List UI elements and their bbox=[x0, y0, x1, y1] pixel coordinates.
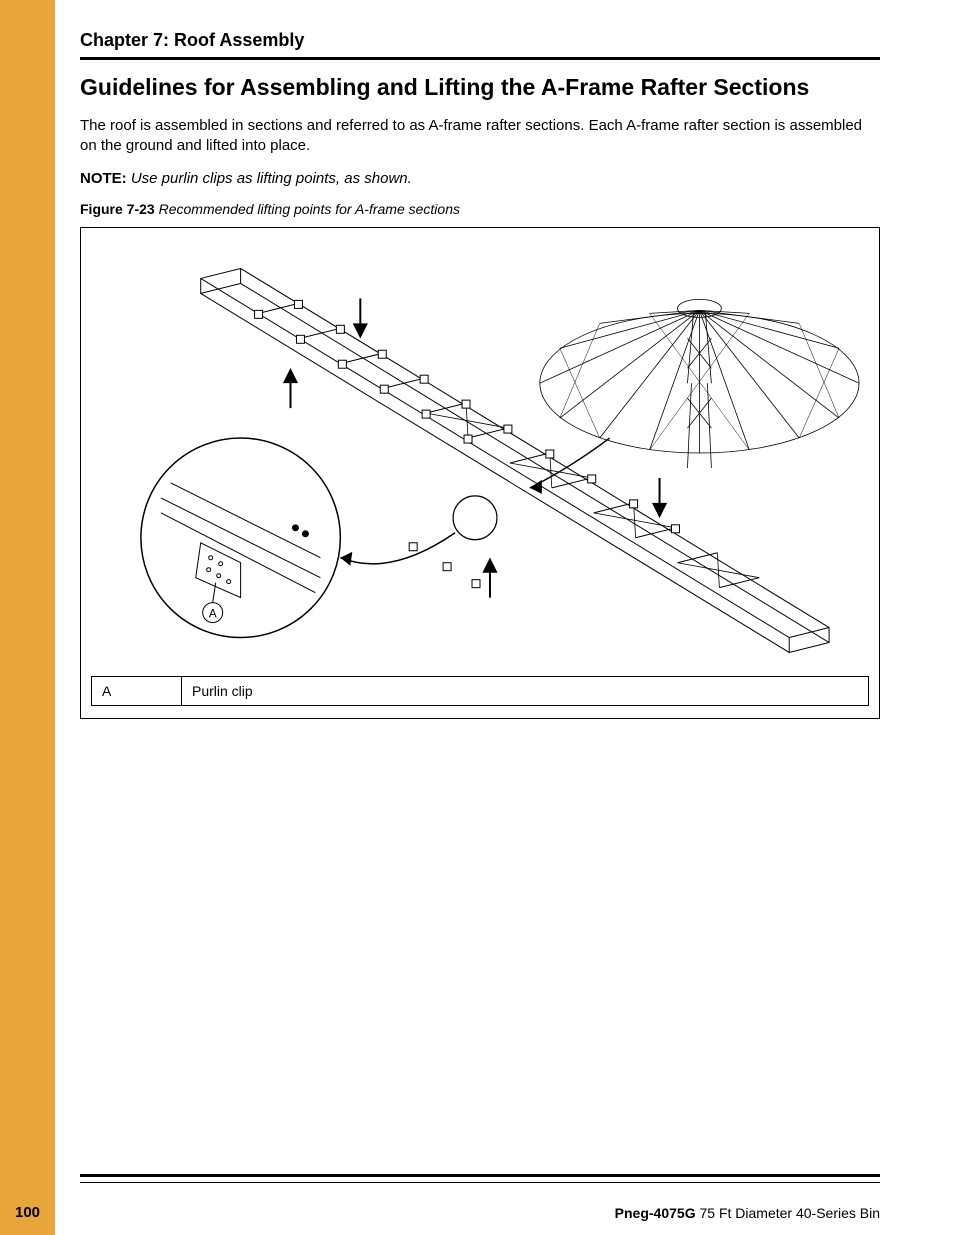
technical-diagram: A bbox=[91, 238, 869, 668]
note-label: NOTE: bbox=[80, 170, 127, 187]
header-rule bbox=[80, 57, 880, 60]
callout-a-label: A bbox=[209, 607, 217, 621]
figure-legend-table: A Purlin clip bbox=[91, 676, 869, 706]
intro-paragraph: The roof is assembled in sections and re… bbox=[80, 116, 880, 157]
legend-key-cell: A bbox=[92, 677, 182, 706]
side-accent-bar bbox=[0, 0, 55, 1235]
legend-row: A Purlin clip bbox=[92, 677, 869, 706]
note-line: NOTE: Use purlin clips as lifting points… bbox=[80, 170, 880, 187]
figure-caption: Figure 7-23 Recommended lifting points f… bbox=[80, 201, 880, 217]
page-number: 100 bbox=[0, 1189, 55, 1235]
chapter-title: Chapter 7: Roof Assembly bbox=[80, 30, 880, 51]
figure-container: A bbox=[80, 227, 880, 719]
legend-value-cell: Purlin clip bbox=[182, 677, 869, 706]
footer-doc-id: Pneg-4075G bbox=[615, 1205, 696, 1221]
figure-number: Figure 7-23 bbox=[80, 201, 155, 217]
section-title: Guidelines for Assembling and Lifting th… bbox=[80, 74, 880, 102]
page: Chapter 7: Roof Assembly Guidelines for … bbox=[0, 0, 954, 1235]
diagram-svg: A bbox=[91, 238, 869, 668]
figure-title: Recommended lifting points for A-frame s… bbox=[159, 201, 460, 217]
footer-doc-info: Pneg-4075G 75 Ft Diameter 40-Series Bin bbox=[615, 1205, 880, 1221]
footer-rule-thick bbox=[80, 1174, 880, 1177]
content-area: Chapter 7: Roof Assembly Guidelines for … bbox=[80, 30, 880, 719]
footer-doc-title: 75 Ft Diameter 40-Series Bin bbox=[696, 1205, 880, 1221]
footer-rule-thin bbox=[80, 1182, 880, 1183]
note-body: Use purlin clips as lifting points, as s… bbox=[131, 170, 412, 187]
